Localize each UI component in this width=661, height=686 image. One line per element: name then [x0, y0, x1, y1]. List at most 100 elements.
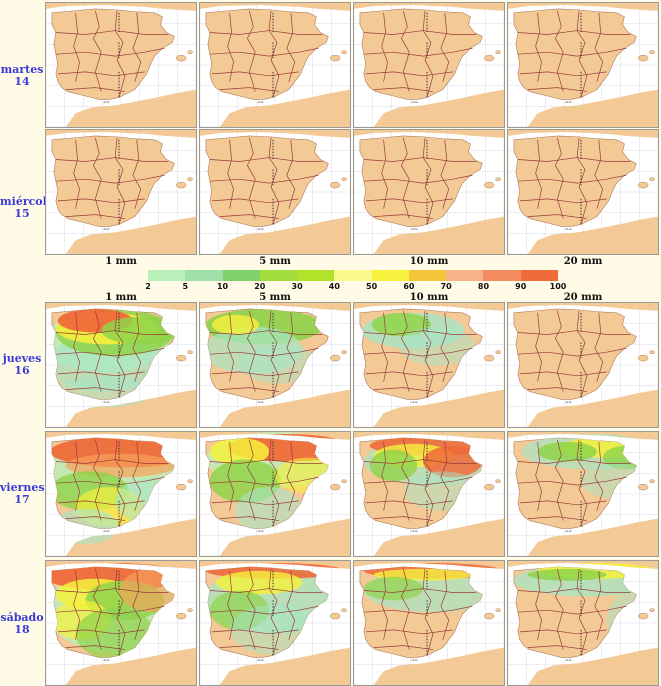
- legend-tick-label: 20: [254, 282, 266, 291]
- france-land: [508, 432, 658, 440]
- iberia-land: [205, 135, 329, 227]
- balearic-island: [341, 608, 347, 612]
- row-label-sabado: sábado 18: [0, 612, 44, 636]
- day-name: sábado: [0, 611, 44, 624]
- day-number: 18: [14, 623, 30, 636]
- balearic-island: [638, 483, 649, 491]
- map-mark-label: ≈≈: [257, 528, 264, 533]
- iberia-land: [359, 135, 483, 227]
- threshold-label-20mm-bottom: 20 mm: [563, 292, 603, 303]
- balearic-island: [495, 608, 501, 612]
- africa-land: [373, 647, 504, 685]
- france-land: [200, 432, 350, 440]
- iberian-peninsula-map: ≈≈: [508, 130, 658, 254]
- province-borders: [517, 310, 631, 398]
- province-borders: [517, 568, 631, 656]
- legend-tick-label: 5: [182, 282, 189, 291]
- balearic-island: [495, 350, 501, 354]
- precipitation-map: ≈≈: [353, 560, 505, 686]
- precipitation-area: [215, 570, 303, 595]
- precipitation-overlay: [361, 312, 475, 366]
- map-mark-label: ≈≈: [411, 226, 418, 231]
- threshold-label-1mm-bottom: 1 mm: [105, 292, 137, 303]
- iberian-peninsula-map: ≈≈: [354, 3, 504, 127]
- province-borders: [209, 568, 323, 656]
- row-label-miercoles: miércoles 15: [0, 196, 60, 220]
- map-mark-label: ≈≈: [103, 657, 110, 662]
- precipitation-map: ≈≈: [507, 129, 659, 255]
- france-land: [46, 432, 196, 440]
- precipitation-area: [363, 576, 424, 601]
- balearic-island: [341, 479, 347, 483]
- iberian-peninsula-map: ≈≈: [200, 432, 350, 556]
- precipitation-map: ≈≈: [45, 302, 197, 428]
- precipitation-map: ≈≈: [507, 560, 659, 686]
- balearic-island: [330, 54, 341, 62]
- map-mark-label: ≈≈: [565, 657, 572, 662]
- legend-swatch: [259, 270, 298, 281]
- precipitation-area: [211, 314, 260, 335]
- africa-land: [527, 647, 658, 685]
- threshold-label-10mm-bottom: 10 mm: [409, 292, 449, 303]
- iberian-peninsula-map: ≈≈: [354, 130, 504, 254]
- precipitation-map: ≈≈: [353, 2, 505, 128]
- balearic-island: [176, 354, 187, 362]
- precipitation-map: ≈≈: [199, 431, 351, 557]
- africa-land: [219, 89, 350, 127]
- precipitation-overlay: [203, 308, 323, 384]
- iberian-peninsula-map: ≈≈: [46, 561, 196, 685]
- iberia-land: [513, 308, 637, 400]
- africa-land: [373, 89, 504, 127]
- iberian-peninsula-map: ≈≈: [46, 130, 196, 254]
- map-mark-label: ≈≈: [411, 528, 418, 533]
- day-number: 16: [14, 364, 30, 377]
- africa-land: [65, 216, 196, 254]
- row-label-viernes: viernes 17: [0, 482, 45, 506]
- balearic-island: [484, 354, 495, 362]
- legend-swatch: [222, 270, 261, 281]
- france-land: [200, 303, 350, 311]
- france-land: [354, 561, 504, 569]
- province-borders: [55, 137, 169, 225]
- precipitation-legend: 2 5 10 20 30 40 50 60 70 80 90 100: [145, 270, 566, 292]
- africa-land: [373, 389, 504, 427]
- precipitation-map: ≈≈: [199, 129, 351, 255]
- france-land: [354, 130, 504, 138]
- legend-swatch: [148, 270, 186, 281]
- map-mark-label: ≈≈: [103, 99, 110, 104]
- row-label-martes: martes 14: [0, 64, 44, 88]
- precipitation-map: ≈≈: [45, 431, 197, 557]
- map-mark-label: ≈≈: [411, 399, 418, 404]
- province-borders: [55, 10, 169, 98]
- province-borders: [517, 137, 631, 225]
- france-land: [508, 3, 658, 11]
- balearic-island: [484, 612, 495, 620]
- map-mark-label: ≈≈: [565, 99, 572, 104]
- precipitation-map: ≈≈: [353, 302, 505, 428]
- legend-tick-label: 40: [328, 282, 340, 291]
- balearic-island: [649, 479, 655, 483]
- iberian-peninsula-map: ≈≈: [354, 561, 504, 685]
- threshold-label-20mm-top: 20 mm: [563, 256, 603, 267]
- legend-swatch: [334, 270, 373, 281]
- africa-land: [527, 518, 658, 556]
- balearic-island: [187, 50, 193, 54]
- map-mark-label: ≈≈: [565, 226, 572, 231]
- province-borders: [363, 137, 477, 225]
- map-mark-label: ≈≈: [565, 399, 572, 404]
- province-borders: [209, 10, 323, 98]
- balearic-island: [649, 608, 655, 612]
- legend-swatch: [185, 270, 224, 281]
- precipitation-area: [101, 316, 181, 345]
- iberia-land: [51, 135, 175, 227]
- day-name: martes: [0, 63, 44, 76]
- precipitation-area: [65, 453, 177, 478]
- map-mark-label: ≈≈: [257, 226, 264, 231]
- balearic-island: [330, 181, 341, 189]
- balearic-island: [495, 50, 501, 54]
- iberian-peninsula-map: ≈≈: [200, 3, 350, 127]
- precipitation-map: ≈≈: [507, 302, 659, 428]
- legend-tick-label: 90: [515, 282, 527, 291]
- africa-land: [219, 647, 350, 685]
- map-mark-label: ≈≈: [411, 99, 418, 104]
